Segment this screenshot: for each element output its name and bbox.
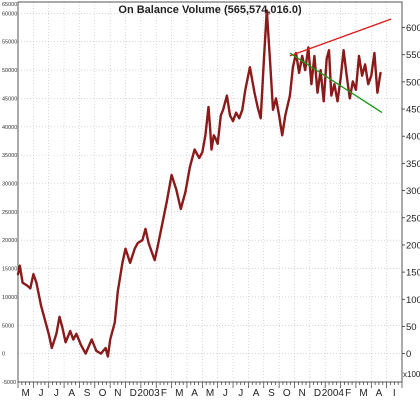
left-tick-label: 25000 bbox=[2, 210, 17, 216]
x-tick-label: M bbox=[359, 388, 367, 399]
grid-lines bbox=[18, 2, 402, 383]
x-tick-label: 2003 bbox=[137, 388, 160, 399]
x-tick-label: O bbox=[283, 388, 291, 399]
left-tick-label: 5000 bbox=[2, 323, 14, 329]
x-tick-label: J bbox=[238, 388, 243, 399]
x-tick-label: N bbox=[114, 388, 121, 399]
right-tick-label: 600 bbox=[406, 23, 420, 34]
left-tick-label: 35000 bbox=[2, 153, 17, 159]
trendlines-layer bbox=[289, 18, 392, 114]
labels-layer: -500005000100001500020000250003000035000… bbox=[2, 2, 420, 399]
left-tick-label: 20000 bbox=[2, 238, 17, 244]
series-layer bbox=[16, 9, 382, 358]
x-tick-label: M bbox=[175, 388, 183, 399]
x-tick-label: J bbox=[39, 388, 44, 399]
x-tick-label: D bbox=[130, 388, 137, 399]
x-tick-label: 2004 bbox=[322, 388, 345, 399]
left-tick-label: 15000 bbox=[2, 267, 17, 273]
x-tick-label: N bbox=[299, 388, 306, 399]
left-tick-label: 40000 bbox=[2, 125, 17, 131]
right-tick-label: 450 bbox=[406, 105, 420, 116]
x-tick-label: J bbox=[54, 388, 59, 399]
left-tick-label: 10000 bbox=[2, 295, 17, 301]
right-tick-label: 350 bbox=[406, 159, 420, 170]
right-tick-label: 500 bbox=[406, 77, 420, 88]
left-tick-label: 0 bbox=[2, 352, 5, 358]
axes bbox=[17, 1, 405, 388]
x-tick-label: I bbox=[393, 388, 396, 399]
x-tick-label: F bbox=[161, 388, 167, 399]
obv-series-line bbox=[16, 9, 382, 358]
x-tick-label: M bbox=[22, 388, 30, 399]
left-tick-label: -5000 bbox=[2, 380, 16, 386]
x-tick-label: A bbox=[253, 388, 260, 399]
left-tick-label: 55000 bbox=[2, 40, 17, 46]
x-tick-label: A bbox=[68, 388, 75, 399]
left-tick-label: 30000 bbox=[2, 181, 17, 187]
right-tick-label: 150 bbox=[406, 268, 420, 279]
x-tick-label: S bbox=[268, 388, 275, 399]
lower-trendline bbox=[289, 52, 383, 114]
right-tick-label: 250 bbox=[406, 213, 420, 224]
right-tick-label: 300 bbox=[406, 186, 420, 197]
x-tick-label: M bbox=[206, 388, 214, 399]
left-tick-label: 50000 bbox=[2, 68, 17, 74]
x-tick-label: F bbox=[345, 388, 351, 399]
right-tick-label: 100 bbox=[406, 295, 420, 306]
right-tick-label: 550 bbox=[406, 50, 420, 61]
right-tick-label: 0 bbox=[406, 349, 411, 360]
left-tick-label: 45000 bbox=[2, 96, 17, 102]
unit-label: x1000 bbox=[403, 370, 420, 379]
x-tick-label: O bbox=[99, 388, 107, 399]
right-tick-label: 50 bbox=[406, 322, 417, 333]
upper-trendline bbox=[289, 18, 392, 57]
left-tick-label: 60000 bbox=[2, 11, 17, 17]
left-tick-label: 65000 bbox=[2, 2, 17, 8]
right-tick-label: 200 bbox=[406, 240, 420, 251]
x-tick-label: A bbox=[376, 388, 383, 399]
right-tick-label: 400 bbox=[406, 132, 420, 143]
x-tick-label: D bbox=[314, 388, 321, 399]
chart-title: On Balance Volume (565,574,016.0) bbox=[118, 4, 302, 16]
x-tick-label: S bbox=[84, 388, 91, 399]
x-tick-label: A bbox=[191, 388, 198, 399]
x-tick-label: J bbox=[223, 388, 228, 399]
